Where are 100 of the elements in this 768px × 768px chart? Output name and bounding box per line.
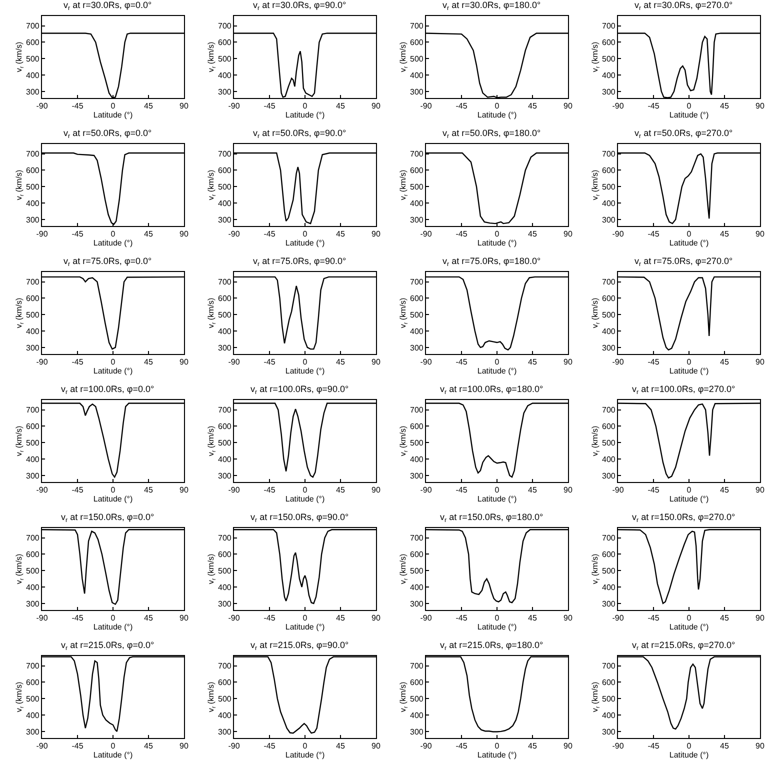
y-tick-label: 500 [26,566,40,576]
x-tick-label: 45 [720,102,730,111]
x-axis-title: Latitude (°) [669,750,709,760]
y-tick-label: 400 [602,710,616,720]
y-tick-label: 300 [26,471,40,480]
y-tick-label: 700 [602,22,616,31]
chart-title: v$_{r}$ at r=215.0Rs, φ=180.0° [440,640,544,652]
chart-title: v$_{r}$ at r=100.0Rs, φ=180.0° [440,384,544,396]
x-tick-label: -90 [420,102,432,111]
x-tick-label: -45 [72,102,84,111]
x-tick-label: -90 [228,102,240,111]
x-axis-title: Latitude (°) [285,750,325,760]
x-tick-label: -45 [456,102,468,111]
y-tick-label: 600 [26,294,40,304]
x-tick-label: 0 [494,102,500,111]
y-tick-label: 400 [218,198,232,208]
y-tick-label: 400 [410,582,424,592]
x-tick-label: 0 [302,742,308,751]
x-tick-label: -90 [228,230,240,239]
y-tick-label: 300 [218,599,232,608]
y-tick-label: 300 [26,599,40,608]
chart-title: v$_{r}$ at r=50.0Rs, φ=270.0° [634,128,733,140]
y-tick-label: 600 [26,38,40,48]
x-tick-label: 90 [756,742,765,751]
y-tick-label: 600 [26,678,40,688]
x-tick-label: -90 [36,102,48,111]
y-tick-label: 400 [26,582,40,592]
x-tick-label: 90 [756,486,765,495]
x-tick-label: 90 [372,614,381,623]
y-tick-label: 700 [26,22,40,31]
chart-title: v$_{r}$ at r=75.0Rs, φ=0.0° [63,256,152,268]
y-tick-label: 700 [218,278,232,287]
x-tick-label: 0 [110,742,116,751]
y-tick-label: 500 [26,182,40,192]
x-tick-label: 0 [686,358,692,367]
y-tick-label: 300 [602,215,616,224]
y-tick-label: 600 [410,38,424,48]
y-tick-label: 600 [602,550,616,560]
y-tick-label: 300 [410,215,424,224]
chart-title: v$_{r}$ at r=30.0Rs, φ=0.0° [63,0,152,12]
chart-title: v$_{r}$ at r=50.0Rs, φ=90.0° [252,128,346,140]
x-axis-title: Latitude (°) [477,110,517,120]
x-tick-label: 90 [756,614,765,623]
y-tick-label: 700 [218,662,232,671]
y-tick-label: 400 [410,198,424,208]
y-tick-label: 700 [218,406,232,415]
x-tick-label: 90 [372,742,381,751]
y-tick-label: 500 [410,182,424,192]
chart-title: v$_{r}$ at r=150.0Rs, φ=0.0° [60,512,154,524]
x-axis-title: Latitude (°) [477,750,517,760]
y-tick-label: 500 [218,566,232,576]
x-tick-label: -45 [264,614,276,623]
y-tick-label: 600 [602,678,616,688]
line-series [234,276,376,350]
y-tick-label: 500 [410,438,424,448]
y-tick-label: 500 [26,310,40,320]
x-tick-label: 45 [528,230,538,239]
x-tick-label: 0 [110,614,116,623]
y-tick-label: 700 [602,406,616,415]
chart-title: v$_{r}$ at r=50.0Rs, φ=180.0° [442,128,541,140]
x-tick-label: 90 [564,742,573,751]
x-tick-label: 0 [494,614,500,623]
chart-title: v$_{r}$ at r=50.0Rs, φ=0.0° [63,128,152,140]
y-tick-label: 700 [410,534,424,543]
x-axis-title: Latitude (°) [285,238,325,248]
x-tick-label: -45 [264,230,276,239]
x-axis-title: Latitude (°) [93,238,133,248]
y-tick-label: 700 [410,662,424,671]
y-tick-label: 300 [218,87,232,96]
x-tick-label: -90 [36,742,48,751]
chart-title: v$_{r}$ at r=30.0Rs, φ=270.0° [634,0,733,12]
y-tick-label: 300 [602,87,616,96]
x-tick-label: -90 [612,102,624,111]
x-tick-label: 0 [494,230,500,239]
y-tick-label: 400 [602,454,616,464]
x-tick-label: 90 [564,102,573,111]
y-tick-label: 600 [410,294,424,304]
y-tick-label: 600 [26,166,40,176]
y-tick-label: 700 [602,534,616,543]
x-axis-title: Latitude (°) [477,494,517,504]
x-tick-label: 0 [302,102,308,111]
x-tick-label: 90 [756,102,765,111]
y-tick-label: 400 [410,70,424,80]
x-tick-label: 90 [756,358,765,367]
y-tick-label: 300 [218,471,232,480]
x-axis-title: Latitude (°) [669,366,709,376]
x-tick-label: 90 [180,358,189,367]
chart-title: v$_{r}$ at r=75.0Rs, φ=270.0° [634,256,733,268]
y-tick-label: 400 [26,198,40,208]
x-tick-label: -45 [648,486,660,495]
x-tick-label: 90 [372,230,381,239]
y-tick-label: 300 [218,215,232,224]
y-tick-label: 600 [602,422,616,432]
y-tick-label: 300 [410,599,424,608]
y-tick-label: 400 [602,198,616,208]
x-tick-label: 0 [686,102,692,111]
x-tick-label: -90 [228,614,240,623]
x-tick-label: -90 [420,358,432,367]
x-tick-label: -90 [36,614,48,623]
x-tick-label: 0 [110,486,116,495]
